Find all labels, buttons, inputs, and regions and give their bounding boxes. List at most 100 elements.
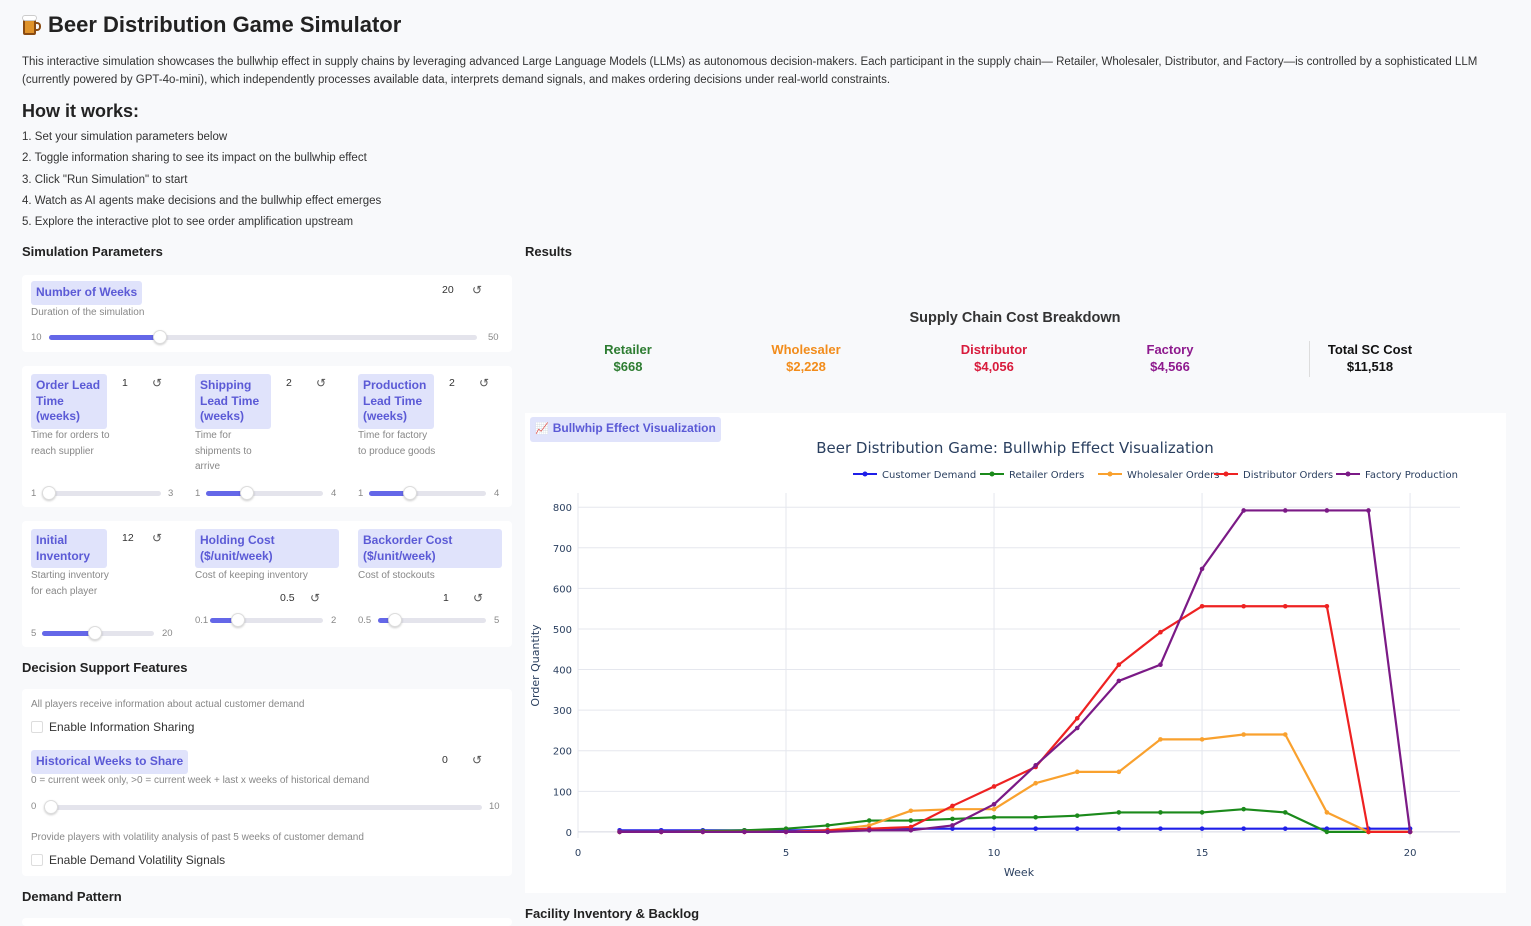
slider-max: 20 [162, 628, 173, 639]
cost-name: Retailer [604, 342, 652, 357]
slider-max: 10 [489, 801, 500, 812]
info-sharing-checkbox[interactable] [31, 720, 43, 733]
data-point [1199, 566, 1205, 572]
initial-inventory-slider[interactable] [42, 626, 154, 640]
reset-icon[interactable]: ↺ [472, 283, 483, 297]
info-sharing-toggle[interactable]: Enable Information Sharing [31, 718, 194, 736]
order-lead-time-input[interactable]: 1 ↺ [122, 376, 163, 390]
slider-max: 50 [488, 332, 499, 343]
series-line [619, 808, 1411, 834]
data-point [1241, 508, 1246, 513]
initial-inventory-input[interactable]: 12 ↺ [122, 531, 163, 545]
slider-min: 1 [31, 488, 37, 499]
order-lead-time-slider[interactable] [42, 486, 161, 500]
y-tick-label: 200 [553, 747, 572, 758]
legend-label: Retailer Orders [1009, 470, 1084, 481]
reset-icon[interactable]: ↺ [472, 753, 483, 767]
data-point [1282, 826, 1288, 831]
slider-thumb[interactable] [240, 486, 255, 500]
holding-cost-label: Holding Cost ($/unit/week) [195, 529, 339, 568]
historical-weeks-input[interactable]: 0 ↺ [442, 753, 483, 767]
data-point [1324, 829, 1330, 835]
data-point [1282, 732, 1288, 737]
shipping-lead-time-description: Time for shipments to arrive [195, 430, 252, 472]
reset-icon[interactable]: ↺ [152, 376, 163, 390]
demand-pattern-heading: Demand Pattern [22, 889, 122, 904]
cost-name: Wholesaler [771, 342, 841, 357]
y-tick-label: 500 [553, 625, 572, 636]
data-point [950, 826, 955, 831]
initial-inventory-description: Starting inventory for each player [31, 570, 109, 597]
cost-name: Distributor [960, 342, 1028, 357]
data-point [1074, 715, 1080, 721]
y-tick-label: 800 [553, 503, 572, 514]
y-tick-label: 400 [553, 666, 572, 677]
reset-icon[interactable]: ↺ [479, 376, 490, 390]
production-lead-time-slider[interactable] [369, 486, 486, 500]
x-tick-label: 0 [575, 848, 581, 859]
data-point [1366, 829, 1371, 835]
data-point [1241, 826, 1246, 831]
weeks-label: Number of Weeks [31, 281, 143, 305]
data-point [1282, 603, 1288, 609]
data-point [991, 826, 997, 831]
shipping-lead-time-slider[interactable] [206, 486, 323, 500]
steps-list: 1. Set your simulation parameters below … [22, 128, 381, 234]
slider-thumb[interactable] [42, 486, 56, 500]
reset-icon[interactable]: ↺ [473, 591, 484, 605]
backorder-cost-slider[interactable] [378, 613, 486, 627]
slider-thumb[interactable] [152, 330, 167, 344]
slider-thumb[interactable] [388, 613, 403, 627]
y-axis-label: Order Quantity [529, 624, 542, 707]
weeks-slider[interactable] [49, 330, 477, 344]
bullwhip-visualization-label: 📈 Bullwhip Effect Visualization [530, 417, 721, 442]
production-lead-time-input[interactable]: 2 ↺ [449, 376, 490, 390]
backorder-cost-label: Backorder Cost ($/unit/week) [358, 529, 502, 568]
volatility-description: Provide players with volatility analysis… [31, 832, 364, 843]
slider-thumb[interactable] [403, 486, 418, 500]
volatility-toggle[interactable]: Enable Demand Volatility Signals [31, 851, 225, 869]
simulation-parameters-heading: Simulation Parameters [22, 244, 163, 259]
data-point [908, 824, 914, 830]
slider-thumb[interactable] [44, 800, 58, 814]
data-point [1074, 813, 1080, 818]
reset-icon[interactable]: ↺ [152, 531, 163, 545]
data-point [866, 823, 872, 828]
legend-label: Factory Production [1365, 470, 1458, 481]
historical-weeks-slider[interactable] [44, 800, 482, 814]
holding-cost-slider[interactable] [210, 613, 323, 627]
volatility-checkbox[interactable] [31, 853, 43, 866]
data-point [1158, 826, 1163, 831]
bullwhip-chart[interactable]: Beer Distribution Game: Bullwhip Effect … [525, 413, 1506, 893]
y-tick-label: 300 [553, 706, 572, 717]
data-point [1116, 769, 1122, 775]
intro-text: This interactive simulation showcases th… [22, 56, 1478, 86]
holding-cost-input[interactable]: 0.5 ↺ [280, 591, 321, 605]
lead-time-card: Order Lead Time (weeks) 1 ↺ Time for ord… [22, 366, 512, 507]
reset-icon[interactable]: ↺ [316, 376, 327, 390]
data-point [1324, 826, 1330, 831]
list-item: 1. Set your simulation parameters below [22, 131, 228, 143]
data-point [1199, 826, 1205, 831]
data-point [908, 827, 914, 833]
data-point [1241, 603, 1246, 609]
data-point [991, 815, 997, 820]
order-lead-time-label: Order Lead Time (weeks) [31, 374, 107, 429]
slider-thumb[interactable] [230, 613, 245, 627]
slider-min: 1 [358, 488, 364, 499]
cost-value: $2,228 [786, 359, 826, 374]
x-tick-label: 5 [783, 848, 789, 859]
data-point [950, 816, 955, 822]
reset-icon[interactable]: ↺ [310, 591, 321, 605]
data-point [742, 829, 747, 835]
data-point [991, 784, 997, 789]
backorder-cost-input[interactable]: 1 ↺ [443, 591, 484, 605]
x-axis-label: Week [1004, 866, 1035, 879]
weeks-number-input[interactable]: 20 ↺ [442, 283, 483, 297]
list-item: 5. Explore the interactive plot to see o… [22, 216, 354, 229]
shipping-lead-time-input[interactable]: 2 ↺ [286, 376, 327, 390]
legend-marker [1345, 471, 1351, 477]
decision-support-heading: Decision Support Features [22, 660, 188, 675]
slider-thumb[interactable] [87, 626, 102, 640]
data-point [825, 829, 830, 835]
